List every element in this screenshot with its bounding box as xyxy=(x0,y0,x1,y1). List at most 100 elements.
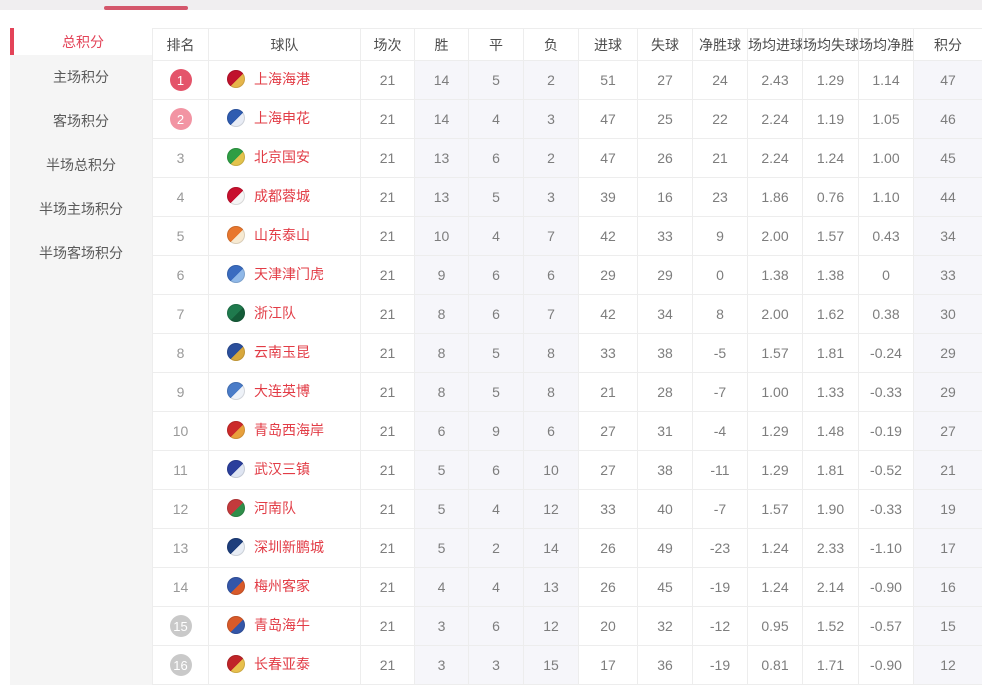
cell-w: 6 xyxy=(414,411,469,451)
team-name[interactable]: 大连英博 xyxy=(254,383,310,399)
team-logo-icon xyxy=(227,538,245,556)
team-cell[interactable]: 梅州客家 xyxy=(208,567,361,607)
team-cell[interactable]: 青岛西海岸 xyxy=(208,411,361,451)
table-header-row: 排名 球队 场次胜平负进球 失球 净胜球 场均进球 场均失球 场均净胜 积分 xyxy=(152,28,982,61)
team-cell[interactable]: 上海申花 xyxy=(208,99,361,139)
team-name[interactable]: 山东泰山 xyxy=(254,227,310,243)
sidebar-item-5[interactable]: 半场客场积分 xyxy=(10,231,152,275)
team-cell[interactable]: 长春亚泰 xyxy=(208,645,361,685)
rank-cell: 2 xyxy=(152,99,209,139)
team-cell[interactable]: 河南队 xyxy=(208,489,361,529)
cell-gd: 23 xyxy=(692,177,748,217)
team-cell[interactable]: 北京国安 xyxy=(208,138,361,178)
team-name[interactable]: 浙江队 xyxy=(254,305,296,321)
team-name[interactable]: 青岛海牛 xyxy=(254,617,310,633)
team-name[interactable]: 青岛西海岸 xyxy=(254,422,324,438)
table-row: 8 云南玉昆 21 8 5 8 33 38 -5 1.57 1.81 -0.24 29 xyxy=(152,333,982,373)
cell-p: 21 xyxy=(360,177,415,217)
table-row: 13 深圳新鹏城 21 5 2 14 26 49 -23 1.24 2.33 -1.10 17 xyxy=(152,528,982,568)
cell-d: 6 xyxy=(468,606,524,646)
sidebar-item-label: 总积分 xyxy=(62,33,104,50)
sidebar-item-1[interactable]: 主场积分 xyxy=(10,55,152,99)
rank-cell: 4 xyxy=(152,177,209,217)
cell-agd: -1.10 xyxy=(858,528,914,568)
sidebar-item-0[interactable]: 总积分 xyxy=(10,28,152,55)
cell-gf: 17 xyxy=(578,645,638,685)
team-cell[interactable]: 云南玉昆 xyxy=(208,333,361,373)
rank-cell: 13 xyxy=(152,528,209,568)
team-cell[interactable]: 天津津门虎 xyxy=(208,255,361,295)
cell-aga: 1.33 xyxy=(802,372,859,412)
cell-pts: 27 xyxy=(913,411,982,451)
team-name[interactable]: 云南玉昆 xyxy=(254,344,310,360)
cell-pts: 15 xyxy=(913,606,982,646)
team-name[interactable]: 天津津门虎 xyxy=(254,266,324,282)
cell-w: 5 xyxy=(414,528,469,568)
top-tab-strip xyxy=(0,0,982,10)
cell-w: 13 xyxy=(414,138,469,178)
cell-p: 21 xyxy=(360,645,415,685)
cell-agf: 2.24 xyxy=(747,138,803,178)
team-cell[interactable]: 武汉三镇 xyxy=(208,450,361,490)
team-cell[interactable]: 上海海港 xyxy=(208,60,361,100)
column-header: 场均失球 xyxy=(802,28,859,61)
team-logo-icon xyxy=(227,655,245,673)
cell-pts: 29 xyxy=(913,372,982,412)
team-logo-icon xyxy=(227,343,245,361)
cell-l: 14 xyxy=(523,528,579,568)
team-cell[interactable]: 成都蓉城 xyxy=(208,177,361,217)
column-header: 净胜球 xyxy=(692,28,748,61)
team-name[interactable]: 上海海港 xyxy=(254,71,310,87)
team-name[interactable]: 武汉三镇 xyxy=(254,461,310,477)
cell-d: 2 xyxy=(468,528,524,568)
cell-agd: -0.90 xyxy=(858,567,914,607)
cell-gf: 26 xyxy=(578,528,638,568)
cell-agf: 1.38 xyxy=(747,255,803,295)
cell-agf: 2.43 xyxy=(747,60,803,100)
cell-gf: 26 xyxy=(578,567,638,607)
team-name[interactable]: 北京国安 xyxy=(254,149,310,165)
cell-gf: 47 xyxy=(578,138,638,178)
column-header: 负 xyxy=(523,28,579,61)
team-cell[interactable]: 大连英博 xyxy=(208,372,361,412)
team-cell[interactable]: 浙江队 xyxy=(208,294,361,334)
cell-agd: -0.52 xyxy=(858,450,914,490)
team-name[interactable]: 深圳新鹏城 xyxy=(254,539,324,555)
rank-cell: 5 xyxy=(152,216,209,256)
cell-aga: 1.48 xyxy=(802,411,859,451)
table-row: 3 北京国安 21 13 6 2 47 26 21 2.24 1.24 1.00 45 xyxy=(152,138,982,178)
cell-d: 4 xyxy=(468,489,524,529)
sidebar-item-4[interactable]: 半场主场积分 xyxy=(10,187,152,231)
cell-l: 7 xyxy=(523,294,579,334)
sidebar-item-2[interactable]: 客场积分 xyxy=(10,99,152,143)
cell-pts: 17 xyxy=(913,528,982,568)
cell-pts: 16 xyxy=(913,567,982,607)
rank-badge: 16 xyxy=(169,654,192,676)
cell-p: 21 xyxy=(360,489,415,529)
team-name[interactable]: 上海申花 xyxy=(254,110,310,126)
cell-p: 21 xyxy=(360,411,415,451)
cell-aga: 2.14 xyxy=(802,567,859,607)
cell-l: 13 xyxy=(523,567,579,607)
team-cell[interactable]: 深圳新鹏城 xyxy=(208,528,361,568)
team-name[interactable]: 成都蓉城 xyxy=(254,188,310,204)
team-name[interactable]: 长春亚泰 xyxy=(254,656,310,672)
cell-gd: -12 xyxy=(692,606,748,646)
sidebar: 总积分主场积分 客场积分 半场总积分 半场主场积分半场客场积分 xyxy=(10,28,152,685)
cell-gd: 24 xyxy=(692,60,748,100)
sidebar-item-3[interactable]: 半场总积分 xyxy=(10,143,152,187)
team-name[interactable]: 梅州客家 xyxy=(254,578,310,594)
cell-ga: 25 xyxy=(637,99,693,139)
rank-cell: 11 xyxy=(152,450,209,490)
team-logo-icon xyxy=(227,577,245,595)
cell-w: 8 xyxy=(414,294,469,334)
cell-p: 21 xyxy=(360,255,415,295)
team-name[interactable]: 河南队 xyxy=(254,500,296,516)
cell-gf: 39 xyxy=(578,177,638,217)
team-cell[interactable]: 山东泰山 xyxy=(208,216,361,256)
column-header: 胜 xyxy=(414,28,469,61)
sidebar-item-label: 半场客场积分 xyxy=(39,245,123,261)
team-cell[interactable]: 青岛海牛 xyxy=(208,606,361,646)
cell-agd: -0.57 xyxy=(858,606,914,646)
cell-aga: 1.29 xyxy=(802,60,859,100)
